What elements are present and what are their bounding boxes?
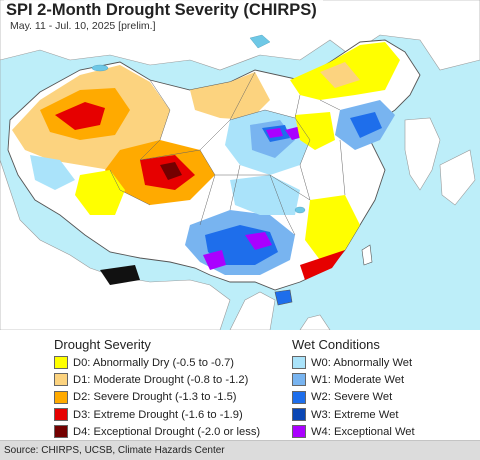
- map-graphic: [0, 0, 480, 330]
- legend-label: W0: Abnormally Wet: [311, 356, 413, 369]
- drought-legend-item-d3: D3: Extreme Drought (-1.6 to -1.9): [54, 406, 260, 423]
- legend-label: D4: Exceptional Drought (-2.0 or less): [73, 425, 261, 438]
- wet-legend-heading: Wet Conditions: [292, 337, 380, 352]
- map-title-block: SPI 2-Month Drought Severity (CHIRPS) Ma…: [4, 0, 323, 33]
- legend-label: D2: Severe Drought (-1.3 to -1.5): [73, 391, 237, 404]
- drought-legend-heading: Drought Severity: [54, 337, 151, 352]
- lakes: [91, 34, 306, 214]
- drought-swatch-d1: [54, 373, 68, 387]
- legend-label: D1: Moderate Drought (-0.8 to -1.2): [73, 373, 249, 386]
- legend-label: W3: Extreme Wet: [311, 408, 399, 421]
- drought-swatch-d2: [54, 390, 68, 404]
- wet-legend-item-w4: W4: Exceptional Wet: [292, 423, 415, 440]
- province-boundaries: [109, 71, 346, 236]
- source-credit: Source: CHIRPS, UCSB, Climate Hazards Ce…: [4, 445, 225, 456]
- wet-swatch-w3: [292, 408, 306, 422]
- wet-swatch-w2: [292, 390, 306, 404]
- legend: Drought Severity D0: Abnormally Dry (-0.…: [0, 330, 480, 440]
- map-subtitle: May. 11 - Jul. 10, 2025 [prelim.]: [10, 20, 156, 32]
- drought-legend-item-d2: D2: Severe Drought (-1.3 to -1.5): [54, 389, 260, 406]
- wet-legend-item-w3: W3: Extreme Wet: [292, 406, 415, 423]
- wet-legend-item-w2: W2: Severe Wet: [292, 389, 415, 406]
- legend-label: W2: Severe Wet: [311, 391, 393, 404]
- drought-swatch-d3: [54, 408, 68, 422]
- wet-legend-item-w1: W1: Moderate Wet: [292, 371, 415, 388]
- legend-label: D3: Extreme Drought (-1.6 to -1.9): [73, 408, 243, 421]
- wet-swatch-w0: [292, 356, 306, 370]
- wet-legend-item-w0: W0: Abnormally Wet: [292, 354, 415, 371]
- drought-map: SPI 2-Month Drought Severity (CHIRPS) Ma…: [0, 0, 480, 330]
- map-title: SPI 2-Month Drought Severity (CHIRPS): [6, 1, 317, 19]
- wet-swatch-w1: [292, 373, 306, 387]
- drought-swatch-d4: [54, 425, 68, 439]
- islands: [274, 244, 373, 306]
- severity-patches: [12, 42, 400, 285]
- wet-swatch-w4: [292, 425, 306, 439]
- drought-legend-item-d0: D0: Abnormally Dry (-0.5 to -0.7): [54, 354, 260, 371]
- drought-swatch-d0: [54, 356, 68, 370]
- legend-label: W4: Exceptional Wet: [311, 425, 415, 438]
- wet-legend-list: W0: Abnormally Wet W1: Moderate Wet W2: Se…: [292, 354, 415, 440]
- legend-label: W1: Moderate Wet: [311, 373, 405, 386]
- footer-bar: Source: CHIRPS, UCSB, Climate Hazards Ce…: [0, 440, 480, 460]
- drought-legend-list: D0: Abnormally Dry (-0.5 to -0.7) D1: Mod…: [54, 354, 260, 440]
- drought-legend-item-d4: D4: Exceptional Drought (-2.0 or less): [54, 423, 260, 440]
- legend-label: D0: Abnormally Dry (-0.5 to -0.7): [73, 356, 235, 369]
- drought-legend-item-d1: D1: Moderate Drought (-0.8 to -1.2): [54, 371, 260, 388]
